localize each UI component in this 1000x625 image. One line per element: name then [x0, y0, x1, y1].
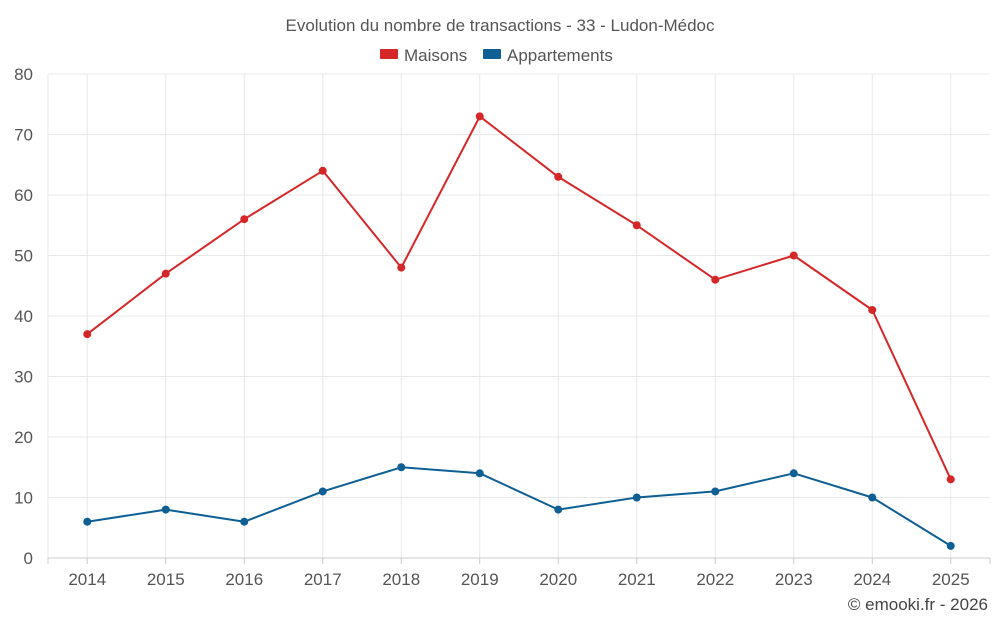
data-point-appartements[interactable] [318, 487, 327, 496]
x-tick-label: 2014 [68, 570, 106, 589]
data-point-maisons[interactable] [554, 172, 563, 181]
x-tick-label: 2016 [225, 570, 263, 589]
data-point-appartements[interactable] [868, 493, 877, 502]
chart-title: Evolution du nombre de transactions - 33… [285, 16, 715, 35]
x-tick-label: 2017 [304, 570, 342, 589]
data-point-appartements[interactable] [83, 517, 92, 526]
y-tick-label: 0 [24, 549, 33, 568]
data-point-appartements[interactable] [397, 463, 406, 472]
data-point-maisons[interactable] [868, 305, 877, 314]
y-tick-label: 60 [14, 186, 33, 205]
data-point-appartements[interactable] [711, 487, 720, 496]
data-point-appartements[interactable] [475, 469, 484, 478]
data-point-appartements[interactable] [240, 517, 249, 526]
legend: Maisons Appartements [380, 46, 613, 65]
credit-text: © emooki.fr - 2026 [848, 595, 988, 614]
data-point-appartements[interactable] [789, 469, 798, 478]
data-point-maisons[interactable] [161, 269, 170, 278]
data-point-maisons[interactable] [711, 275, 720, 284]
x-tick-label: 2022 [696, 570, 734, 589]
x-tick-label: 2023 [775, 570, 813, 589]
data-point-maisons[interactable] [946, 475, 955, 484]
axes [47, 557, 991, 564]
series-line-maisons [86, 115, 952, 480]
y-tick-label: 40 [14, 307, 33, 326]
y-tick-label: 10 [14, 489, 33, 508]
data-point-maisons[interactable] [397, 263, 406, 272]
x-tick-label: 2019 [461, 570, 499, 589]
x-tick-label: 2024 [853, 570, 891, 589]
legend-label-maisons[interactable]: Maisons [404, 46, 467, 65]
y-tick-label: 70 [14, 126, 33, 145]
y-tick-label: 50 [14, 247, 33, 266]
data-point-appartements[interactable] [554, 505, 563, 514]
y-tick-labels: 0 10 20 30 40 50 60 70 80 [14, 65, 33, 568]
y-tick-label: 20 [14, 428, 33, 447]
x-tick-labels: 2014 2015 2016 2017 2018 2019 2020 2021 2022 2023… [68, 570, 969, 589]
legend-swatch-appartements [483, 49, 501, 59]
x-tick-label: 2025 [932, 570, 970, 589]
x-tick-label: 2020 [539, 570, 577, 589]
x-tick-label: 2021 [618, 570, 656, 589]
data-point-maisons[interactable] [318, 166, 327, 175]
series [83, 112, 955, 550]
legend-label-appartements[interactable]: Appartements [507, 46, 613, 65]
grid [47, 73, 990, 558]
data-point-maisons[interactable] [475, 112, 484, 121]
data-point-appartements[interactable] [632, 493, 641, 502]
x-tick-label: 2018 [382, 570, 420, 589]
series-line-appartements [87, 466, 952, 547]
legend-swatch-maisons [380, 49, 398, 59]
data-point-maisons[interactable] [240, 215, 249, 224]
data-point-maisons[interactable] [789, 251, 798, 260]
y-tick-label: 30 [14, 368, 33, 387]
data-point-maisons[interactable] [632, 221, 641, 230]
x-tick-label: 2015 [147, 570, 185, 589]
data-point-appartements[interactable] [946, 541, 955, 550]
y-tick-label: 80 [14, 65, 33, 84]
data-point-maisons[interactable] [83, 330, 92, 339]
data-point-appartements[interactable] [161, 505, 170, 514]
